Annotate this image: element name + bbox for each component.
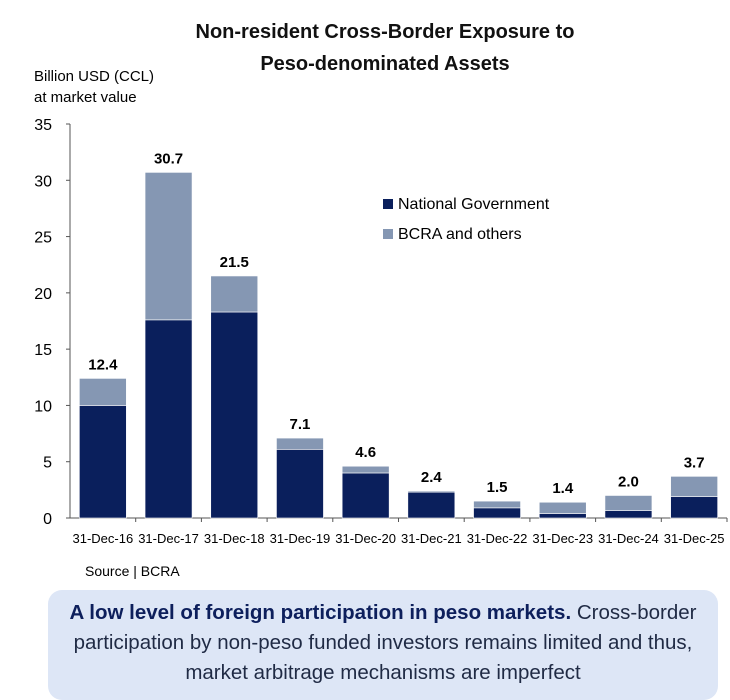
x-tick-label: 31-Dec-20 xyxy=(335,531,396,546)
y-tick-label: 25 xyxy=(34,230,52,247)
x-tick-label: 31-Dec-24 xyxy=(598,531,659,546)
bar-chart: 0 5 10 15 20 25 30 35 12.4 31-Dec-16 30.7 31-Dec-17… xyxy=(34,117,728,546)
y-tick-label: 35 xyxy=(34,117,52,134)
x-tick-label: 31-Dec-19 xyxy=(270,531,331,546)
bar-national-government xyxy=(276,449,324,519)
bar-bcra-others xyxy=(79,378,127,406)
x-tick-label: 31-Dec-25 xyxy=(664,531,725,546)
x-tick-label: 31-Dec-23 xyxy=(532,531,593,546)
x-tick-label: 31-Dec-16 xyxy=(72,531,133,546)
y-tick-label: 20 xyxy=(34,286,52,303)
title-line-2: Peso-denominated Assets xyxy=(260,53,510,75)
bar-national-government xyxy=(79,405,127,519)
bar-national-government xyxy=(341,472,390,519)
bar-bcra-others xyxy=(144,172,193,321)
y-tick-label: 10 xyxy=(34,398,52,415)
x-tick-label: 31-Dec-18 xyxy=(204,531,265,546)
bar-national-government xyxy=(538,513,587,519)
data-label: 12.4 xyxy=(88,356,118,373)
source-note: Source | BCRA xyxy=(85,563,180,579)
bar-national-government xyxy=(144,319,193,519)
y-label-line-2: at market value xyxy=(34,89,137,106)
data-label: 1.5 xyxy=(487,479,508,496)
data-label: 3.7 xyxy=(684,454,705,471)
y-tick-label: 5 xyxy=(43,455,52,472)
callout-text: Cross-border participation by non-peso f… xyxy=(73,601,697,684)
data-label: 4.6 xyxy=(355,444,376,461)
bar-national-government xyxy=(670,496,718,519)
y-axis-label: Billion USD (CCL) at market value xyxy=(34,66,154,108)
bar-bcra-others xyxy=(473,500,521,509)
bar-national-government xyxy=(604,510,653,519)
bar-bcra-others xyxy=(407,490,456,493)
bar-bcra-others xyxy=(538,501,587,514)
data-label: 2.4 xyxy=(421,469,443,486)
legend-swatch xyxy=(383,199,393,209)
y-tick-label: 30 xyxy=(34,173,52,190)
bar-bcra-others xyxy=(276,437,324,450)
legend-label: BCRA and others xyxy=(398,226,522,243)
chart-title: Non-resident Cross-Border Exposure to Pe… xyxy=(0,16,730,80)
x-tick-label: 31-Dec-22 xyxy=(467,531,528,546)
bar-bcra-others xyxy=(670,476,718,497)
data-label: 7.1 xyxy=(290,416,311,433)
data-label: 2.0 xyxy=(618,473,639,490)
bar-national-government xyxy=(473,507,521,519)
y-tick-label: 0 xyxy=(43,511,52,528)
data-label: 30.7 xyxy=(154,150,183,167)
bar-bcra-others xyxy=(210,275,259,313)
y-tick-label: 15 xyxy=(34,342,52,359)
legend-label: National Government xyxy=(398,196,550,213)
bar-national-government xyxy=(210,311,259,519)
bar-national-government xyxy=(407,491,456,519)
bar-bcra-others xyxy=(604,495,653,511)
y-label-line-1: Billion USD (CCL) xyxy=(34,68,155,85)
legend-swatch xyxy=(383,229,393,239)
data-label: 21.5 xyxy=(220,254,249,271)
x-tick-label: 31-Dec-17 xyxy=(138,531,199,546)
bar-bcra-others xyxy=(341,465,390,474)
data-label: 1.4 xyxy=(552,480,574,497)
callout-box: A low level of foreign participation in … xyxy=(48,590,718,700)
x-tick-label: 31-Dec-21 xyxy=(401,531,462,546)
title-line-1: Non-resident Cross-Border Exposure to xyxy=(195,21,575,43)
callout-headline: A low level of foreign participation in … xyxy=(69,601,572,624)
